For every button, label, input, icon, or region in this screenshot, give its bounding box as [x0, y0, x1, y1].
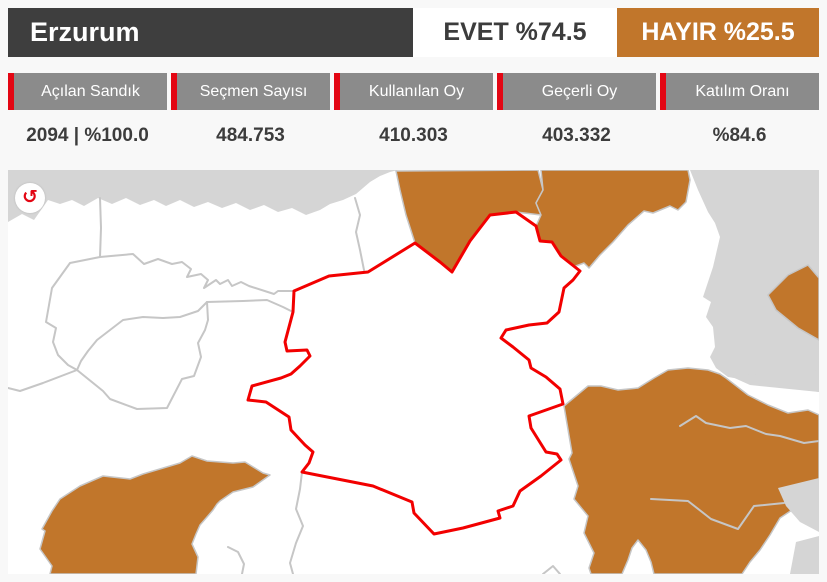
- map-outside-right-mid: [778, 478, 819, 532]
- stat-value-katilim-orani: %84.6: [712, 125, 767, 146]
- province-border: [99, 197, 102, 258]
- map-outside-right: [690, 170, 819, 392]
- map-outside-right-strip: [730, 370, 819, 392]
- province-border: [206, 299, 294, 313]
- undo-button[interactable]: ↺: [15, 183, 45, 213]
- map-canvas[interactable]: [8, 170, 819, 574]
- stat-value-kullanilan-oy: 410.303: [379, 125, 448, 146]
- map-region-selected-erzurum[interactable]: [246, 210, 582, 536]
- province-border: [76, 301, 208, 371]
- stat-header-secmen-sayisi: Seçmen Sayısı: [171, 73, 330, 110]
- province-border: [99, 253, 295, 295]
- stat-value-secmen-sayisi: 484.753: [216, 125, 285, 146]
- province-title: Erzurum: [8, 8, 413, 57]
- map-region-orange-far-east[interactable]: [767, 264, 819, 341]
- stats-header-row: Açılan Sandık Seçmen Sayısı Kullanılan O…: [8, 73, 819, 110]
- province-border: [8, 369, 78, 392]
- province-border: [354, 197, 365, 271]
- map-region-orange-south-east[interactable]: [563, 367, 819, 574]
- province-border: [227, 546, 245, 574]
- stats-values-row: 2094 | %100.0 484.753 410.303 403.332 %8…: [8, 110, 819, 170]
- map-outside-top: [8, 170, 398, 222]
- map-region-orange-north-east[interactable]: [535, 170, 691, 269]
- province-border: [542, 565, 561, 574]
- map-container: ↺: [8, 170, 819, 574]
- province-border: [45, 256, 101, 371]
- stat-header-acilan-sandik: Açılan Sandık: [8, 73, 167, 110]
- stat-value-gecerli-oy: 403.332: [542, 125, 611, 146]
- stat-header-gecerli-oy: Geçerli Oy: [497, 73, 656, 110]
- province-border: [289, 471, 304, 574]
- province-border: [679, 415, 819, 444]
- stat-header-kullanilan-oy: Kullanılan Oy: [334, 73, 493, 110]
- header-bar: Erzurum EVET %74.5 HAYIR %25.5: [8, 8, 819, 57]
- map-region-orange-south-west[interactable]: [39, 455, 271, 574]
- stat-header-katilim-orani: Katılım Oranı: [660, 73, 819, 110]
- stat-value-acilan-sandik: 2094 | %100.0: [26, 125, 149, 146]
- province-border: [76, 301, 209, 410]
- map-outside-bottom-right: [790, 536, 819, 574]
- no-result: HAYIR %25.5: [617, 8, 819, 57]
- undo-icon: ↺: [22, 185, 38, 208]
- yes-result: EVET %74.5: [413, 8, 617, 57]
